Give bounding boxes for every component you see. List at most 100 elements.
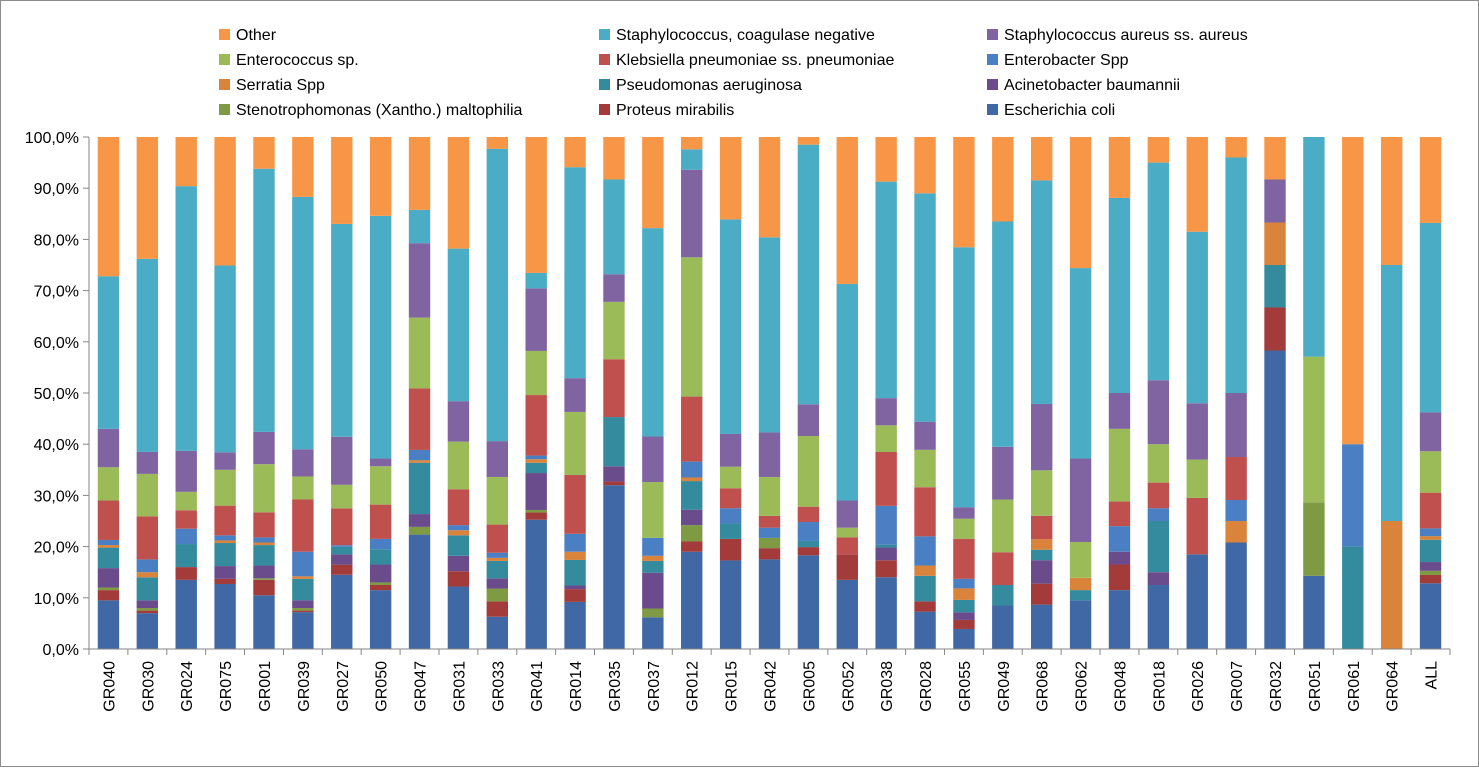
bar-segment-gr001-pseudomonas-aeruginosa (253, 545, 275, 566)
bar-segment-gr026-escherichia-coli (1186, 554, 1208, 649)
bar-segment-gr040-enterobacter-spp (97, 539, 120, 546)
y-tick-label: 70,0% (34, 284, 79, 301)
bar-segment-gr039-pseudomonas-aeruginosa (292, 578, 314, 601)
x-tick-label-gr031: GR031 (451, 661, 468, 712)
bar-segment-gr005-enterobacter-spp (797, 522, 820, 541)
x-tick-label-gr001: GR001 (257, 661, 274, 712)
legend-swatch-klebsiella-pneumoniae-ss-pneumoniae (599, 54, 610, 65)
bar-segment-gr048-escherichia-coli (1108, 590, 1131, 649)
bar-segment-gr007-staphylococcus-aureus-ss-aureus (1225, 393, 1247, 457)
bar-segment-gr041-enterococcus-sp (525, 350, 547, 396)
bar-segment-gr047-other (408, 137, 431, 210)
bar-segment-gr041-klebsiella-pneumoniae-ss-pneumoniae (525, 395, 547, 456)
bar-segment-gr035-escherichia-coli (603, 485, 625, 649)
bar-segment-gr005-other (797, 137, 820, 145)
x-tick-label-gr042: GR042 (763, 661, 780, 712)
bar-segment-gr050-escherichia-coli (369, 590, 392, 649)
legend-swatch-stenotrophomonas-xantho-maltophilia (219, 104, 230, 115)
bar-segment-gr055-serratia-spp (953, 588, 975, 600)
bar-segment-gr047-enterococcus-sp (408, 317, 431, 389)
bars (97, 137, 1442, 649)
x-tick-label-all: ALL (1424, 661, 1441, 690)
bar-segment-gr015-other (719, 137, 742, 220)
bar-segment-gr040-staphylococcus-aureus-ss-aureus (97, 428, 120, 468)
bar-segment-gr012-enterobacter-spp (681, 461, 703, 478)
bar-segment-gr050-pseudomonas-aeruginosa (369, 549, 392, 565)
bar-segment-gr031-staphylococcus-aureus-ss-aureus (447, 401, 470, 442)
bar-segment-gr014-other (564, 137, 586, 168)
bar-segment-all-staphylococcus-aureus-ss-aureus (1419, 412, 1442, 452)
x-tick-label-gr005: GR005 (801, 661, 818, 712)
bar-segment-gr052-enterococcus-sp (836, 527, 858, 538)
bar-segment-gr040-serratia-spp (97, 545, 120, 548)
bar-segment-gr040-proteus-mirabilis (97, 590, 120, 601)
bar-segment-gr024-pseudomonas-aeruginosa (175, 544, 197, 568)
x-tick-label-gr051: GR051 (1307, 661, 1324, 712)
bar-segment-gr018-klebsiella-pneumoniae-ss-pneumoniae (1147, 482, 1170, 509)
bar-segment-gr015-staphylococcus-aureus-ss-aureus (719, 433, 742, 467)
bar-segment-gr055-klebsiella-pneumoniae-ss-pneumoniae (953, 538, 975, 579)
bar-segment-gr030-staphylococcus-coagulase-negative (136, 258, 159, 452)
bar-segment-gr047-escherichia-coli (408, 534, 431, 649)
bar-segment-gr007-enterobacter-spp (1225, 500, 1247, 521)
bar-segment-gr050-klebsiella-pneumoniae-ss-pneumoniae (369, 504, 392, 539)
x-tick-label-gr007: GR007 (1229, 661, 1246, 712)
legend-label-staphylococcus-aureus-ss-aureus: Staphylococcus aureus ss. aureus (1004, 27, 1248, 44)
x-tick-label-gr038: GR038 (879, 661, 896, 712)
legend-label-pseudomonas-aeruginosa: Pseudomonas aeruginosa (616, 77, 802, 94)
bar-segment-gr026-enterococcus-sp (1186, 459, 1208, 498)
y-tick-label: 40,0% (34, 437, 79, 454)
bar-segment-gr048-klebsiella-pneumoniae-ss-pneumoniae (1108, 501, 1131, 527)
bar-segment-all-stenotrophomonas-xantho-maltophilia (1419, 570, 1442, 575)
bar-segment-gr014-escherichia-coli (564, 601, 586, 649)
bar-segment-gr012-enterococcus-sp (681, 257, 703, 397)
bar-segment-gr033-stenotrophomonas-xantho-maltophilia (486, 588, 508, 602)
bar-segment-gr030-escherichia-coli (136, 613, 159, 649)
bar-segment-gr037-enterococcus-sp (642, 482, 664, 538)
bar-segment-gr031-proteus-mirabilis (447, 571, 470, 587)
bar-segment-gr026-other (1186, 137, 1208, 232)
bar-segment-gr055-enterococcus-sp (953, 518, 975, 539)
bar-segment-gr040-klebsiella-pneumoniae-ss-pneumoniae (97, 500, 120, 540)
bar-segment-gr055-escherichia-coli (953, 628, 975, 649)
bar-segment-gr007-other (1225, 137, 1247, 158)
bar-segment-gr033-serratia-spp (486, 557, 508, 561)
bar-segment-gr075-enterobacter-spp (214, 535, 236, 541)
bar-segment-gr012-staphylococcus-coagulase-negative (681, 149, 703, 170)
bar-segment-gr037-staphylococcus-coagulase-negative (642, 228, 664, 437)
x-tick-label-gr047: GR047 (413, 661, 430, 712)
bar-segment-gr039-escherichia-coli (292, 612, 314, 649)
bar-segment-gr042-other (758, 137, 781, 238)
bar-segment-gr026-staphylococcus-coagulase-negative (1186, 231, 1208, 404)
bar-segment-gr064-staphylococcus-coagulase-negative (1380, 265, 1403, 521)
y-tick-label: 80,0% (34, 232, 79, 249)
bar-segment-gr031-enterobacter-spp (447, 525, 470, 531)
bar-segment-gr062-pseudomonas-aeruginosa (1069, 590, 1092, 601)
bar-segment-gr038-pseudomonas-aeruginosa (875, 544, 897, 548)
bar-segment-gr038-acinetobacter-baumannii (875, 547, 897, 561)
legend-label-escherichia-coli: Escherichia coli (1004, 102, 1115, 119)
bar-segment-gr012-acinetobacter-baumannii (681, 509, 703, 526)
bar-segment-gr018-staphylococcus-aureus-ss-aureus (1147, 380, 1170, 445)
legend-label-enterobacter-spp: Enterobacter Spp (1004, 52, 1129, 69)
bar-segment-gr040-acinetobacter-baumannii (97, 568, 120, 588)
bar-segment-gr062-enterococcus-sp (1069, 541, 1092, 578)
x-tick-label-gr026: GR026 (1190, 661, 1207, 712)
bar-segment-gr039-enterobacter-spp (292, 551, 314, 577)
bar-segment-gr031-escherichia-coli (447, 586, 470, 649)
bar-segment-gr047-acinetobacter-baumannii (408, 514, 431, 527)
bar-segment-gr024-enterobacter-spp (175, 528, 197, 545)
bar-segment-gr075-staphylococcus-coagulase-negative (214, 265, 236, 453)
bar-segment-gr027-staphylococcus-aureus-ss-aureus (331, 436, 353, 485)
bar-segment-gr041-stenotrophomonas-xantho-maltophilia (525, 509, 547, 513)
bar-segment-gr001-acinetobacter-baumannii (253, 565, 275, 579)
bar-segment-gr049-pseudomonas-aeruginosa (992, 585, 1014, 606)
bar-segment-gr055-pseudomonas-aeruginosa (953, 599, 975, 613)
bar-segment-gr041-staphylococcus-aureus-ss-aureus (525, 288, 547, 351)
bar-segment-gr039-enterococcus-sp (292, 476, 314, 500)
bar-segment-gr068-klebsiella-pneumoniae-ss-pneumoniae (1031, 515, 1053, 540)
legend-swatch-pseudomonas-aeruginosa (599, 79, 610, 90)
legend-swatch-enterobacter-spp (987, 54, 998, 65)
bar-segment-gr030-stenotrophomonas-xantho-maltophilia (136, 608, 159, 611)
bar-segment-gr001-klebsiella-pneumoniae-ss-pneumoniae (253, 512, 275, 538)
